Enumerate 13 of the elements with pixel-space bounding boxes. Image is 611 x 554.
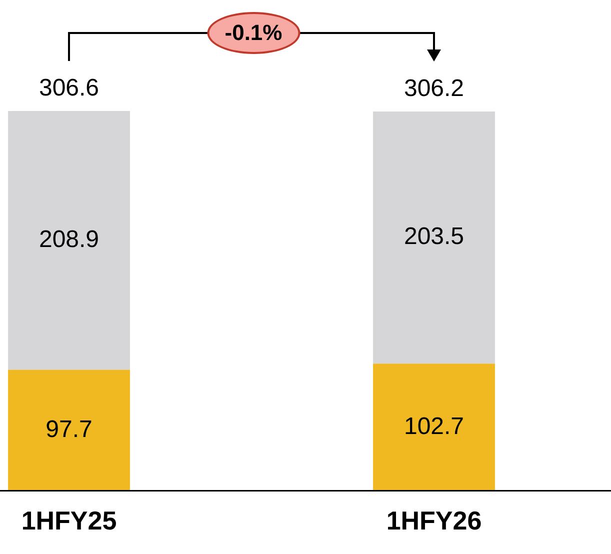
bar [373,111,495,364]
data-label: 102.7 [404,412,464,440]
total-label: 306.6 [38,74,100,102]
bar [373,364,495,491]
bar [8,111,130,370]
total-label: 306.2 [404,75,464,102]
data-label: 208.9 [38,226,100,254]
bar [8,370,130,491]
x-tick-label: 1HFY25 [21,506,117,536]
x-tick-label: 1HFY26 [386,506,482,536]
text: -0.1% [206,12,300,54]
data-label: 203.5 [404,223,464,250]
data-label: 97.7 [46,416,92,443]
